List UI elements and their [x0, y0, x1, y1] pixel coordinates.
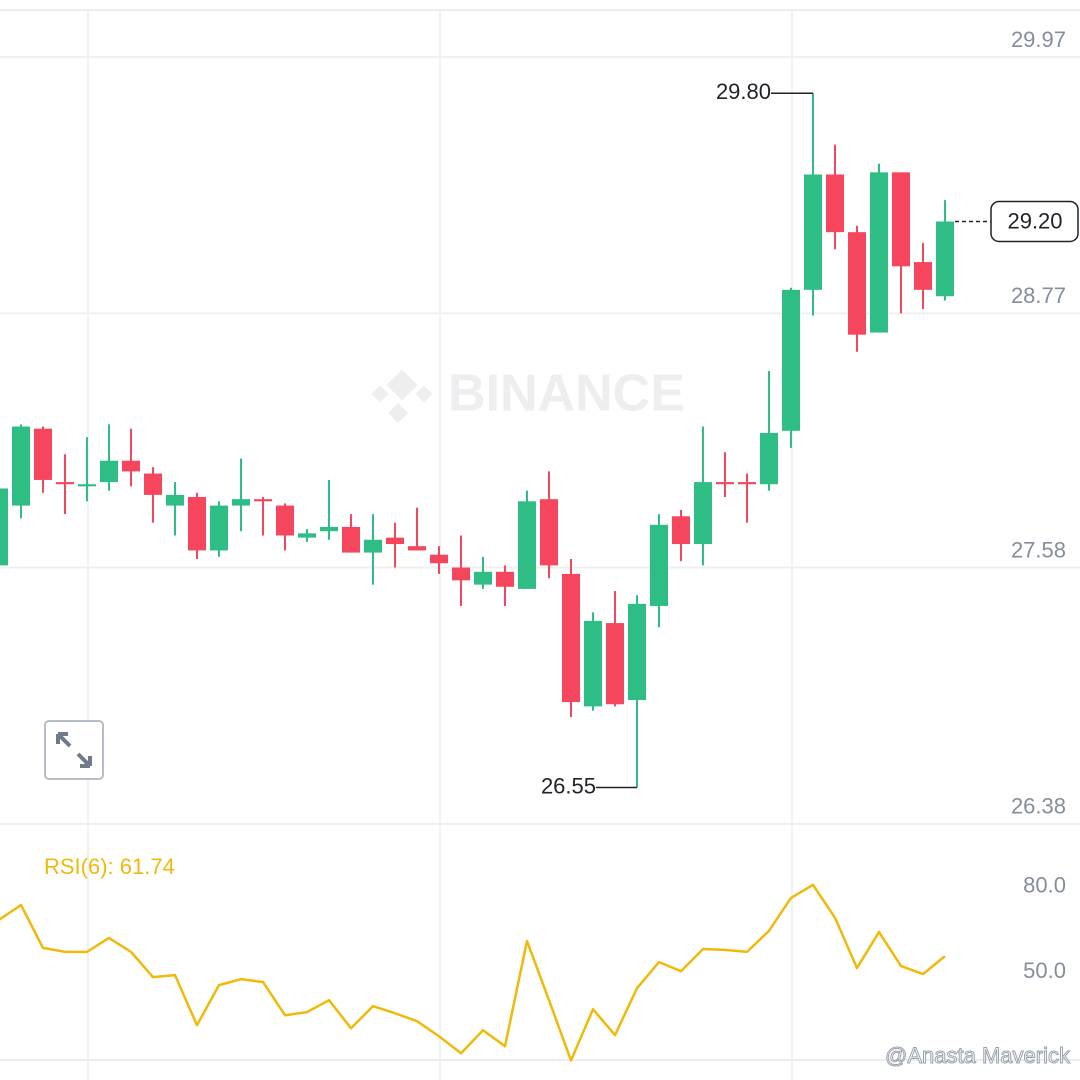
candle-body — [232, 499, 250, 506]
candle-body — [804, 174, 822, 290]
candle-body — [12, 426, 30, 506]
candle-body — [364, 539, 382, 553]
rsi-line — [0, 883, 946, 1062]
last-price-box — [990, 200, 1079, 243]
candle-body — [606, 623, 624, 705]
candle-body — [870, 172, 888, 333]
candle-body — [892, 172, 910, 267]
candle-body — [760, 432, 778, 485]
candle-body — [650, 524, 668, 606]
candle-body — [716, 482, 734, 485]
candle-body — [342, 526, 360, 553]
y-tick-label: 50.0 — [1023, 958, 1066, 983]
candle-body — [452, 567, 470, 581]
candle-body — [562, 573, 580, 703]
min-label: 26.55 — [541, 773, 596, 798]
candle-body — [628, 603, 646, 700]
last-price-label: 29.20 — [1007, 208, 1062, 233]
candle-body — [34, 428, 52, 480]
candle-body — [848, 232, 866, 335]
candle-body — [540, 499, 558, 566]
candle-body — [584, 620, 602, 707]
y-tick-label: 27.58 — [1011, 537, 1066, 562]
candle-body — [496, 571, 514, 587]
candle-body — [914, 262, 932, 290]
footer: @Anasta Maverick — [885, 1043, 1071, 1068]
candle-body — [298, 533, 316, 538]
candle-body — [210, 505, 228, 551]
watermark-logo — [371, 369, 433, 423]
candle-body — [254, 499, 272, 502]
candle-body — [430, 554, 448, 564]
expand-button[interactable] — [44, 720, 104, 780]
candle-body — [694, 482, 712, 545]
candle-body — [78, 484, 96, 487]
y-tick-label: 80.0 — [1023, 873, 1066, 898]
candle-body — [408, 546, 426, 551]
candle-body — [166, 494, 184, 506]
candle-body — [276, 505, 294, 536]
y-tick-label: 26.38 — [1011, 794, 1066, 819]
candle-body — [122, 460, 140, 472]
candle-body — [782, 289, 800, 431]
candle-body — [738, 482, 756, 485]
candle-body — [320, 526, 338, 532]
candle-body — [188, 497, 206, 551]
candle-body — [826, 174, 844, 233]
max-label: 29.80 — [716, 79, 771, 104]
candle-body — [474, 571, 492, 585]
candle-body — [100, 460, 118, 483]
y-tick-label: 29.97 — [1011, 27, 1066, 52]
candle-body — [518, 501, 536, 589]
y-tick-label: 28.77 — [1011, 283, 1066, 308]
rsi-title: RSI(6): 61.74 — [44, 854, 175, 879]
candle-body — [936, 221, 954, 297]
candle-body — [56, 482, 74, 485]
candle-body — [386, 537, 404, 545]
candle-body — [672, 516, 690, 545]
candle-body — [0, 488, 8, 566]
candle-body — [144, 473, 162, 495]
watermark: BINANCE — [448, 365, 685, 423]
